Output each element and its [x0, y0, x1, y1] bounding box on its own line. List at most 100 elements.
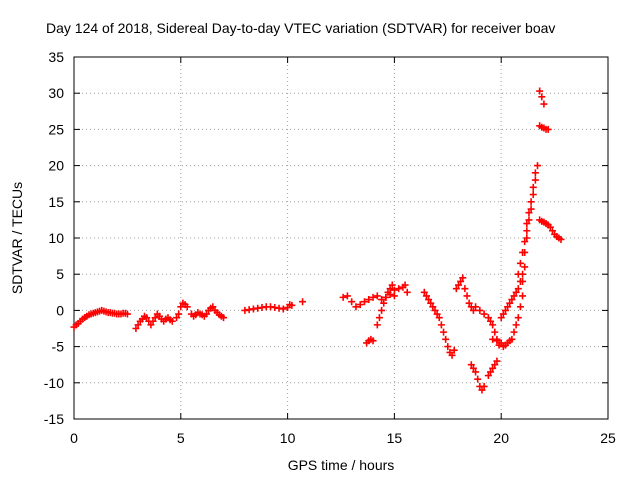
data-point: [516, 303, 524, 311]
data-point: [512, 321, 520, 329]
data-point: [499, 310, 507, 318]
data-point: [365, 296, 373, 304]
data-point: [491, 328, 499, 336]
data-point: [168, 317, 176, 325]
data-point: [220, 314, 228, 322]
data-point: [497, 314, 505, 322]
data-point: [433, 310, 441, 318]
data-point: [123, 310, 131, 318]
y-tick-label: -5: [52, 339, 65, 355]
data-point: [452, 285, 460, 293]
data-point: [493, 357, 501, 365]
data-point: [465, 299, 473, 307]
data-point: [504, 303, 512, 311]
data-point: [437, 321, 445, 329]
data-point: [487, 368, 495, 376]
data-point: [395, 285, 403, 293]
data-point: [403, 288, 411, 296]
x-tick-label: 25: [600, 430, 616, 446]
y-tick-label: 5: [56, 266, 64, 282]
data-point: [484, 372, 492, 380]
data-point: [134, 321, 142, 329]
data-point: [501, 306, 509, 314]
y-tick-label: 20: [48, 158, 64, 174]
data-point: [527, 198, 535, 206]
data-point: [525, 209, 533, 217]
data-point: [380, 299, 388, 307]
data-point: [382, 293, 390, 301]
data-point: [360, 298, 368, 306]
data-point: [493, 337, 501, 345]
data-point: [521, 238, 529, 246]
data-point: [523, 227, 531, 235]
data-point: [375, 314, 383, 322]
data-point: [147, 321, 155, 329]
data-point: [469, 306, 477, 314]
data-point: [512, 288, 520, 296]
data-point: [299, 298, 307, 306]
data-point: [183, 303, 191, 311]
data-point: [534, 162, 542, 170]
data-point: [544, 125, 552, 133]
data-point: [514, 270, 522, 278]
data-point: [531, 169, 539, 177]
data-point: [288, 301, 296, 309]
data-point: [523, 220, 531, 228]
x-tick-label: 15: [387, 430, 403, 446]
data-point: [348, 298, 356, 306]
data-point: [427, 299, 435, 307]
data-point: [508, 296, 516, 304]
data-point: [548, 227, 556, 235]
data-point: [454, 281, 462, 289]
y-tick-label: 25: [48, 121, 64, 137]
data-point: [390, 292, 398, 300]
y-tick-label: 10: [48, 230, 64, 246]
data-point: [422, 292, 430, 300]
data-point: [457, 277, 465, 285]
y-tick-label: 30: [48, 85, 64, 101]
y-tick-label: 0: [56, 302, 64, 318]
data-point: [478, 386, 486, 394]
data-point: [519, 292, 527, 300]
x-tick-label: 0: [70, 430, 78, 446]
data-point: [373, 292, 381, 300]
data-point: [386, 285, 394, 293]
y-tick-label: -10: [44, 375, 64, 391]
data-point: [175, 310, 183, 318]
chart-title: Day 124 of 2018, Sidereal Day-to-day VTE…: [46, 20, 555, 36]
data-point: [497, 339, 505, 347]
data-point: [531, 176, 539, 184]
data-point: [516, 259, 524, 267]
data-point: [506, 299, 514, 307]
data-point: [279, 305, 287, 313]
y-axis-label: SDTVAR / TECUs: [9, 182, 25, 294]
data-point: [401, 281, 409, 289]
data-point: [202, 310, 210, 318]
x-tick-label: 10: [280, 430, 296, 446]
data-point: [510, 292, 518, 300]
data-point: [177, 303, 185, 311]
x-tick-label: 20: [493, 430, 509, 446]
data-points: [70, 87, 565, 394]
data-point: [480, 310, 488, 318]
data-point: [467, 361, 475, 369]
data-point: [435, 314, 443, 322]
tick-labels: 0 5 10 15 20 25 -15 -10 -5 0 5 10 15 20 25 30 35: [44, 49, 616, 446]
data-point: [538, 93, 546, 101]
data-point: [369, 337, 377, 345]
data-point: [514, 285, 522, 293]
data-point: [508, 335, 516, 343]
x-tick-label: 5: [177, 430, 185, 446]
data-point: [420, 288, 428, 296]
data-point: [476, 306, 484, 314]
data-point: [373, 321, 381, 329]
data-point: [151, 314, 159, 322]
data-point: [459, 274, 467, 282]
data-point: [463, 292, 471, 300]
data-point: [514, 314, 522, 322]
data-point: [525, 216, 533, 224]
data-point: [489, 335, 497, 343]
data-point: [431, 306, 439, 314]
data-point: [132, 325, 140, 332]
